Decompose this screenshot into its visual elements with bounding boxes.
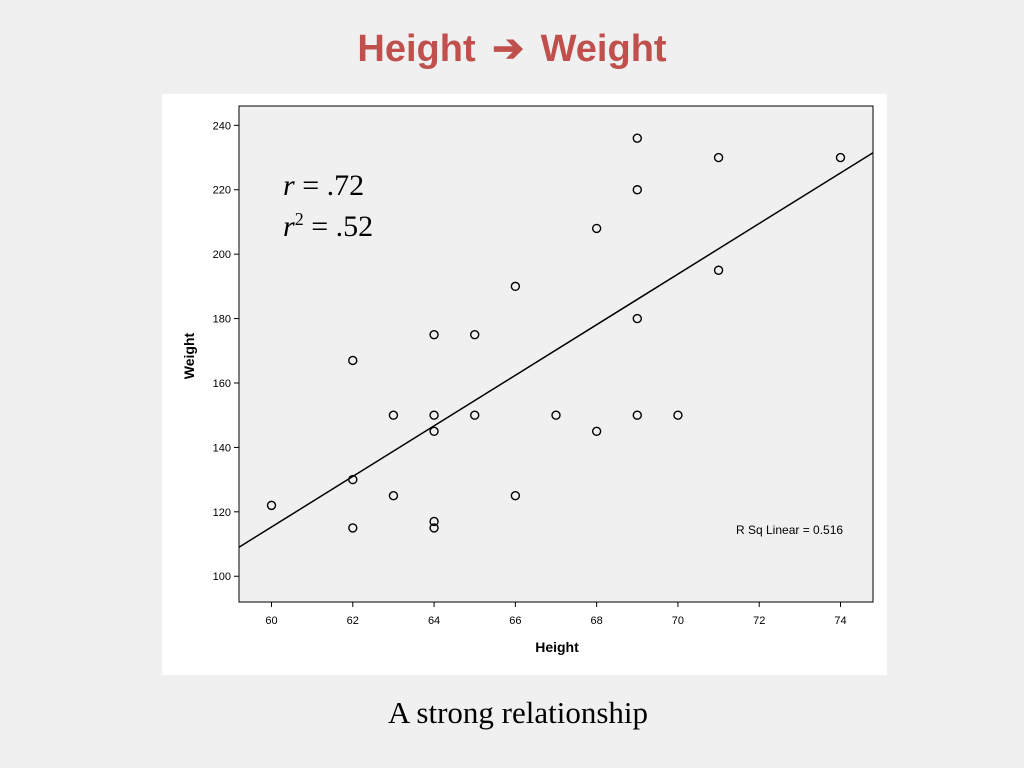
y-tick-label: 120 — [213, 507, 231, 519]
x-tick-label: 70 — [672, 615, 684, 627]
x-tick-label: 64 — [428, 615, 440, 627]
data-point — [713, 152, 724, 163]
data-point — [348, 474, 358, 485]
data-point — [510, 281, 521, 292]
plot-area — [238, 105, 874, 603]
data-point — [470, 329, 480, 340]
x-tick-label: 62 — [347, 615, 359, 627]
y-axis: 100 120 140 160 180 200 220 240 — [213, 120, 239, 583]
data-point — [835, 152, 846, 163]
slide-title: Height ➔ Weight — [0, 26, 1024, 71]
arrow-right-icon: ➔ — [492, 28, 525, 70]
y-tick-label: 160 — [213, 378, 231, 390]
data-point — [632, 410, 642, 420]
data-point — [429, 426, 439, 436]
y-tick-label: 140 — [213, 442, 231, 454]
data-point — [429, 516, 439, 527]
data-point — [470, 410, 480, 420]
title-weight: Weight — [540, 28, 667, 70]
data-point — [388, 491, 399, 501]
y-tick-label: 240 — [213, 120, 231, 132]
x-tick-label: 72 — [753, 615, 765, 627]
data-point — [713, 265, 724, 275]
data-point — [388, 410, 399, 420]
data-point — [591, 223, 602, 234]
x-tick-label: 66 — [509, 615, 521, 627]
data-point — [673, 410, 683, 420]
y-tick-label: 200 — [213, 249, 231, 261]
data-points — [266, 133, 846, 533]
r-annotation: r = .72 — [283, 169, 364, 202]
data-point — [632, 313, 642, 324]
slide-caption: A strong relationship — [387, 695, 649, 730]
data-point — [510, 491, 521, 501]
r2-superscript: 2 — [295, 209, 304, 229]
x-tick-label: 60 — [265, 615, 277, 627]
y-tick-label: 100 — [213, 571, 231, 583]
data-point — [348, 355, 358, 366]
x-axis: 60 62 64 66 68 70 72 74 — [265, 602, 847, 627]
data-point — [632, 133, 642, 143]
rsq-linear-label: R Sq Linear = 0.516 — [736, 523, 843, 537]
data-point — [266, 500, 277, 511]
r-value: = .72 — [295, 169, 364, 202]
data-point — [429, 410, 439, 420]
title-height: Height — [357, 28, 476, 70]
r2-symbol: r — [283, 210, 295, 243]
data-point — [348, 523, 358, 533]
data-point — [591, 426, 602, 436]
r2-value: = .52 — [304, 210, 373, 243]
fit-line — [238, 152, 874, 548]
chart-frame: 100 120 140 160 180 200 220 240 60 62 64 66 68 70 72 7… — [162, 94, 887, 675]
data-point — [429, 523, 439, 533]
data-point — [429, 329, 439, 340]
data-point — [551, 410, 561, 420]
x-axis-title: Height — [535, 639, 579, 655]
x-tick-label: 68 — [591, 615, 603, 627]
r-symbol: r — [283, 169, 295, 202]
x-tick-label: 74 — [834, 615, 846, 627]
data-point — [632, 185, 642, 195]
y-axis-title: Weight — [181, 332, 197, 379]
y-tick-label: 180 — [213, 314, 231, 326]
scatter-chart: 100 120 140 160 180 200 220 240 60 62 64 66 68 70 72 7… — [181, 105, 874, 655]
r2-annotation: r2 = .52 — [283, 209, 373, 243]
y-tick-label: 220 — [213, 185, 231, 197]
